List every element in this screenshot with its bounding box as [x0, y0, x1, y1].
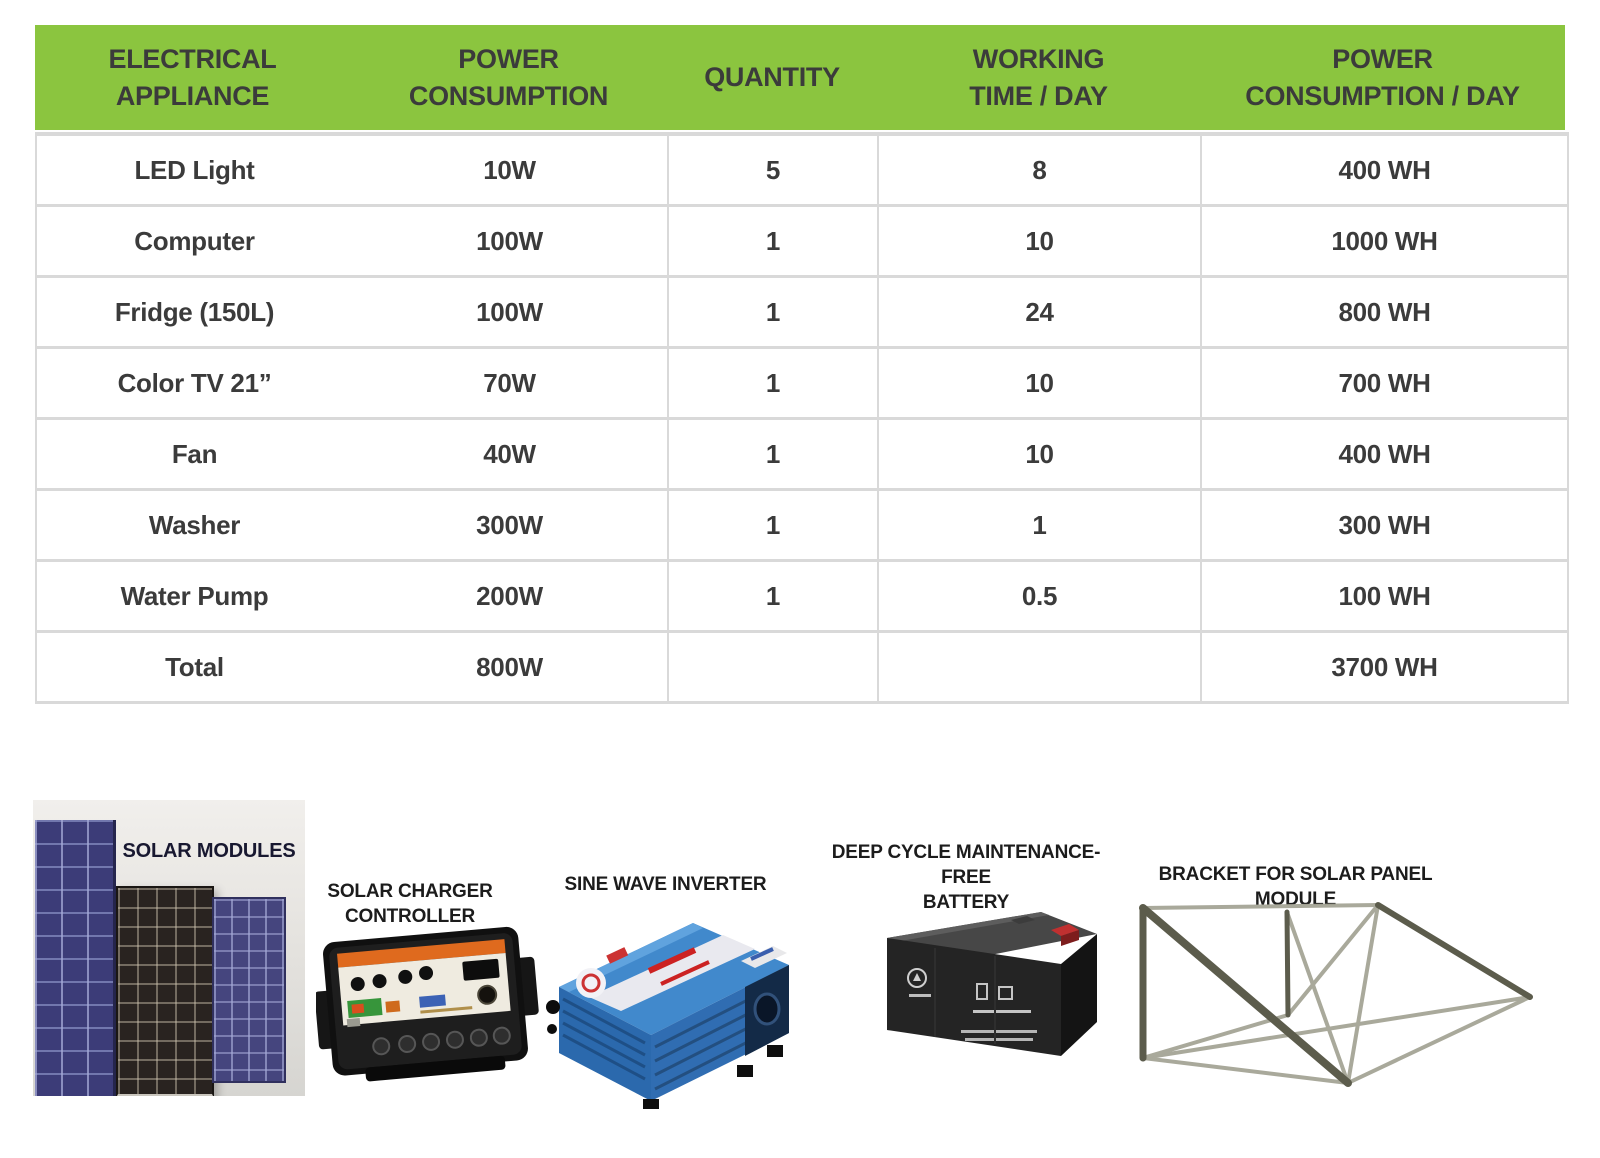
cell-appliance: Computer	[134, 225, 255, 256]
cell-working-time: 0.5	[879, 562, 1202, 630]
header-cell-power-consumption: POWER CONSUMPTION	[408, 43, 609, 111]
cell-working-time: 1	[879, 491, 1202, 559]
cell-quantity: 1	[669, 491, 879, 559]
cell-consumption-day: 400 WH	[1338, 154, 1431, 185]
table-row-fan: Fan 40W 1 10 400 WH	[37, 420, 1567, 491]
cell-quantity: 1	[669, 420, 879, 488]
solar-modules-image: SOLAR MODULES	[33, 800, 305, 1096]
solar-modules-label: SOLAR MODULES	[122, 840, 296, 862]
cell-power: 10W	[352, 136, 669, 204]
cell-quantity: 1	[669, 207, 879, 275]
cell-appliance: LED Light	[134, 154, 255, 185]
cell-appliance: Fridge (150L)	[114, 296, 275, 327]
header-cell-power-consumption-day: POWER CONSUMPTION / DAY	[1245, 43, 1520, 111]
table-row-fridge: Fridge (150L) 100W 1 24 800 WH	[37, 278, 1567, 349]
cell-consumption-day: 3700 WH	[1331, 651, 1438, 682]
cell-quantity	[669, 633, 879, 701]
header-cell-working-time: WORKING TIME / DAY	[969, 43, 1108, 111]
cell-working-time: 24	[879, 278, 1202, 346]
cell-power: 100W	[352, 207, 669, 275]
cell-quantity: 5	[669, 136, 879, 204]
appliance-table-body: LED Light 10W 5 8 400 WH Computer 100W 1…	[35, 132, 1569, 704]
cell-working-time: 10	[879, 349, 1202, 417]
cell-consumption-day: 400 WH	[1338, 438, 1431, 469]
cell-working-time: 10	[879, 420, 1202, 488]
table-row-water-pump: Water Pump 200W 1 0.5 100 WH	[37, 562, 1567, 633]
solar-panel-right	[212, 897, 286, 1083]
table-row-led-light: LED Light 10W 5 8 400 WH	[37, 136, 1567, 207]
cell-appliance: Total	[165, 651, 224, 682]
cell-quantity: 1	[669, 278, 879, 346]
cell-working-time	[879, 633, 1202, 701]
table-row-color-tv: Color TV 21” 70W 1 10 700 WH	[37, 349, 1567, 420]
header-cell-electrical-appliance: ELECTRICAL APPLIANCE	[108, 43, 277, 111]
cell-consumption-day: 100 WH	[1338, 580, 1431, 611]
cell-quantity: 1	[669, 562, 879, 630]
battery-image	[887, 912, 1097, 1056]
solar-panel-middle	[116, 886, 214, 1096]
cell-consumption-day: 1000 WH	[1331, 225, 1438, 256]
cell-power: 40W	[352, 420, 669, 488]
cell-power: 200W	[352, 562, 669, 630]
battery-label: DEEP CYCLE MAINTENANCE-FREE BATTERY	[831, 842, 1101, 913]
table-row-total: Total 800W 3700 WH	[37, 633, 1567, 704]
table-row-washer: Washer 300W 1 1 300 WH	[37, 491, 1567, 562]
cell-appliance: Fan	[171, 438, 218, 469]
table-row-computer: Computer 100W 1 10 1000 WH	[37, 207, 1567, 278]
cell-appliance: Color TV 21”	[117, 367, 272, 398]
sine-wave-inverter-label: SINE WAVE INVERTER	[564, 874, 767, 895]
solar-charger-controller-label: SOLAR CHARGER CONTROLLER	[327, 881, 493, 927]
cell-appliance: Water Pump	[120, 580, 269, 611]
header-cell-quantity: QUANTITY	[704, 62, 840, 92]
cell-power: 800W	[352, 633, 669, 701]
solar-charger-controller-image	[316, 926, 539, 1082]
cell-power: 100W	[352, 278, 669, 346]
sine-wave-inverter-image	[546, 923, 789, 1109]
cell-consumption-day: 800 WH	[1338, 296, 1431, 327]
solar-panel-left	[35, 820, 116, 1096]
cell-power: 300W	[352, 491, 669, 559]
bracket-image	[1139, 902, 1533, 1087]
cell-quantity: 1	[669, 349, 879, 417]
cell-working-time: 10	[879, 207, 1202, 275]
cell-working-time: 8	[879, 136, 1202, 204]
cell-power: 70W	[352, 349, 669, 417]
cell-appliance: Washer	[148, 509, 241, 540]
cell-consumption-day: 700 WH	[1338, 367, 1431, 398]
table-header-row: ELECTRICAL APPLIANCE POWER CONSUMPTION QUA…	[35, 25, 1565, 130]
cell-consumption-day: 300 WH	[1338, 509, 1431, 540]
